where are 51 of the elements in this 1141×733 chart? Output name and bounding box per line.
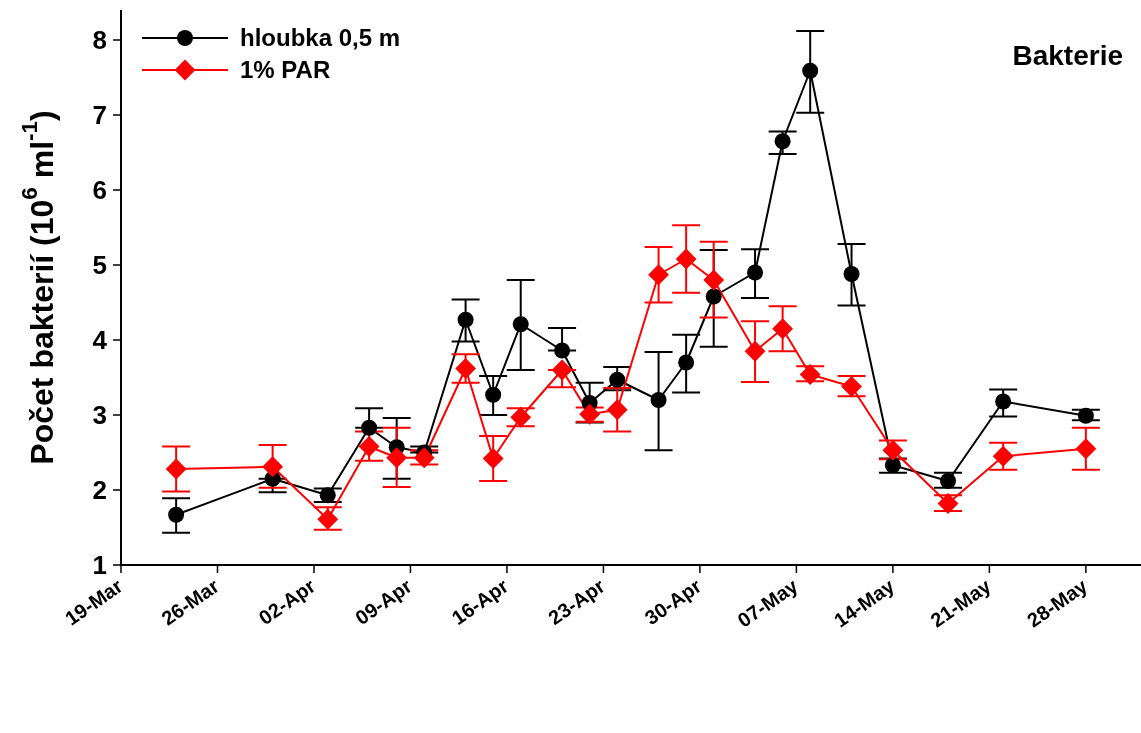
point xyxy=(772,318,794,340)
legend-label: hloubka 0,5 m xyxy=(240,24,401,52)
point xyxy=(485,386,502,403)
y-tick-label: 7 xyxy=(92,100,107,130)
point xyxy=(386,447,408,469)
point xyxy=(579,403,601,425)
y-tick-label: 8 xyxy=(92,25,107,55)
point xyxy=(510,406,532,428)
point xyxy=(319,487,336,504)
point xyxy=(413,447,435,469)
y-tick-label: 4 xyxy=(92,325,108,355)
point xyxy=(606,399,628,421)
legend-label: 1% PAR xyxy=(240,56,331,84)
point xyxy=(843,266,860,282)
point xyxy=(940,473,957,489)
point xyxy=(650,392,667,408)
point xyxy=(1077,407,1094,424)
point xyxy=(774,133,791,150)
point xyxy=(802,62,819,79)
point xyxy=(165,458,187,480)
point xyxy=(882,439,904,461)
point xyxy=(884,457,901,474)
point xyxy=(551,359,573,381)
point xyxy=(1075,438,1097,460)
point xyxy=(744,340,766,362)
y-tick-label: 2 xyxy=(92,475,107,505)
y-tick-label: 3 xyxy=(92,400,107,430)
point xyxy=(675,248,697,270)
y-tick-label: 1 xyxy=(92,550,107,580)
point xyxy=(262,456,284,478)
point xyxy=(703,269,725,291)
point xyxy=(317,508,339,530)
point xyxy=(799,364,821,385)
point xyxy=(747,264,764,281)
point xyxy=(482,448,504,469)
point xyxy=(512,316,529,333)
point xyxy=(609,371,626,388)
point xyxy=(705,288,722,305)
text: Bakterie xyxy=(1012,40,1123,72)
point xyxy=(361,419,378,436)
point xyxy=(678,354,695,371)
point xyxy=(554,342,571,359)
point xyxy=(168,506,185,523)
y-tick-label: 5 xyxy=(92,250,107,280)
point xyxy=(937,493,959,514)
point xyxy=(648,264,669,286)
point xyxy=(457,311,474,328)
y-tick-label: 6 xyxy=(92,175,107,205)
point xyxy=(358,436,380,457)
point xyxy=(995,393,1012,410)
point xyxy=(841,376,862,397)
